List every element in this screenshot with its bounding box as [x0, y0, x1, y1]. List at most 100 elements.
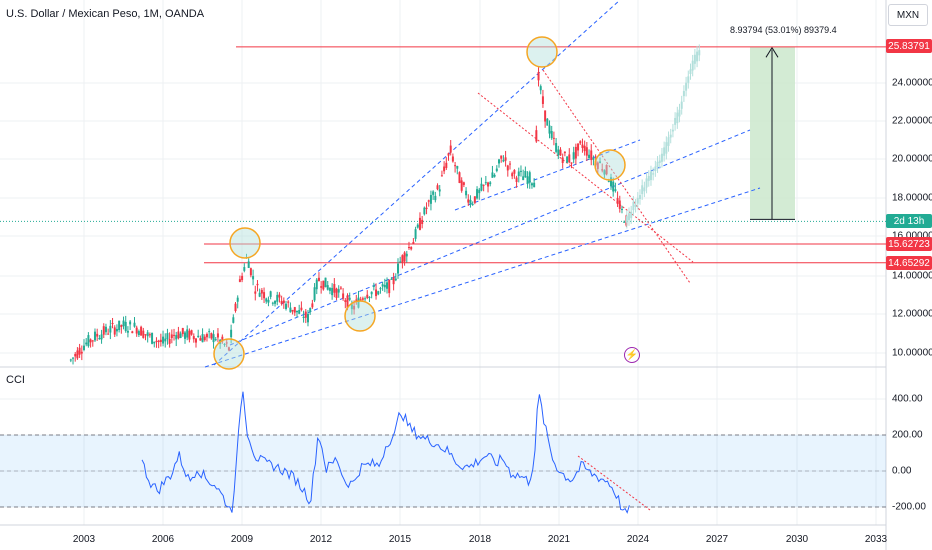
candle [467, 199, 470, 203]
candle [429, 194, 432, 204]
projection-candle [652, 173, 655, 175]
candle [401, 255, 404, 263]
chart-title: U.S. Dollar / Mexican Peso, 1M, OANDA [6, 8, 205, 20]
candle [300, 307, 303, 310]
highlight-circle [213, 338, 245, 370]
candle [98, 337, 101, 340]
candle [614, 189, 617, 191]
candle [313, 287, 316, 301]
candle [122, 320, 125, 327]
candle [498, 159, 501, 164]
currency-button[interactable]: MXN [888, 4, 928, 26]
candle [397, 263, 400, 274]
candle [324, 277, 327, 288]
candle [289, 307, 292, 313]
candle [484, 182, 487, 184]
candle [350, 304, 353, 310]
candle [342, 293, 345, 299]
candle [170, 334, 173, 338]
candle [478, 189, 481, 194]
candle [357, 297, 360, 308]
candle [480, 183, 483, 191]
candle [449, 145, 452, 153]
candle [557, 149, 560, 156]
candle [142, 330, 145, 338]
candle [326, 285, 329, 290]
candle [271, 302, 274, 304]
candle [522, 176, 525, 181]
candle [234, 303, 237, 312]
candle [113, 327, 116, 335]
candle [504, 157, 507, 161]
trend-line [454, 139, 641, 211]
downtrend-line [542, 69, 691, 284]
candle [377, 291, 380, 295]
candle [208, 331, 211, 333]
candle [612, 181, 615, 192]
candle [285, 303, 288, 310]
cci-indicator-label[interactable]: CCI [6, 374, 25, 386]
candle [173, 334, 176, 336]
candle [460, 180, 463, 191]
candle [298, 309, 301, 314]
candle [320, 286, 323, 288]
candle [434, 195, 437, 201]
candle [337, 289, 340, 293]
candle [386, 282, 389, 289]
candle [407, 247, 410, 249]
candle [155, 340, 158, 342]
measure-label: 8.93794 (53.01%) 89379.4 [730, 25, 837, 35]
candle [403, 252, 406, 262]
candle [78, 347, 81, 355]
candle [383, 284, 386, 288]
candle [333, 283, 336, 293]
candle [157, 340, 160, 343]
x-tick-label: 2009 [230, 534, 254, 545]
price-level-tag[interactable]: 25.83791 [886, 39, 932, 53]
highlight-circle [594, 149, 626, 181]
candle [111, 323, 114, 325]
candle [265, 298, 268, 302]
candle [243, 267, 246, 271]
candle [445, 162, 448, 168]
price-level-tag[interactable]: 15.62723 [886, 237, 932, 251]
candle [381, 284, 384, 287]
trend-line [229, 129, 751, 346]
candle [309, 308, 312, 312]
candle [405, 253, 408, 257]
candle [353, 305, 356, 310]
x-tick-label: 2003 [72, 534, 96, 545]
candle [120, 325, 123, 328]
candle [379, 288, 382, 290]
candle [227, 347, 230, 351]
candle [102, 326, 105, 335]
highlight-circle [526, 36, 558, 68]
price-level-tag[interactable]: 14.65292 [886, 256, 932, 270]
candle [197, 335, 200, 338]
candle [447, 153, 450, 156]
candle [254, 291, 257, 294]
projection-candle [689, 69, 692, 74]
candle [574, 146, 577, 159]
projection-candle [645, 178, 648, 188]
y-tick-label: 22.00000 [892, 115, 932, 127]
x-tick-label: 2033 [864, 534, 888, 545]
candle [184, 332, 187, 339]
candle [528, 172, 531, 183]
candle [550, 130, 553, 139]
price-axis[interactable]: 24.00000 22.00000 20.00000 18.00000 16.0… [888, 0, 932, 550]
flash-icon[interactable]: ⚡ [624, 347, 640, 363]
candle [555, 143, 558, 152]
candle [293, 307, 296, 313]
candle [263, 292, 266, 299]
projection-candle [671, 129, 674, 132]
candle [592, 157, 595, 160]
candle [216, 333, 219, 338]
candle [370, 291, 373, 295]
candle [581, 144, 584, 148]
x-tick-label: 2015 [388, 534, 412, 545]
y-tick-label: 20.00000 [892, 153, 932, 165]
projection-candle [682, 91, 685, 97]
